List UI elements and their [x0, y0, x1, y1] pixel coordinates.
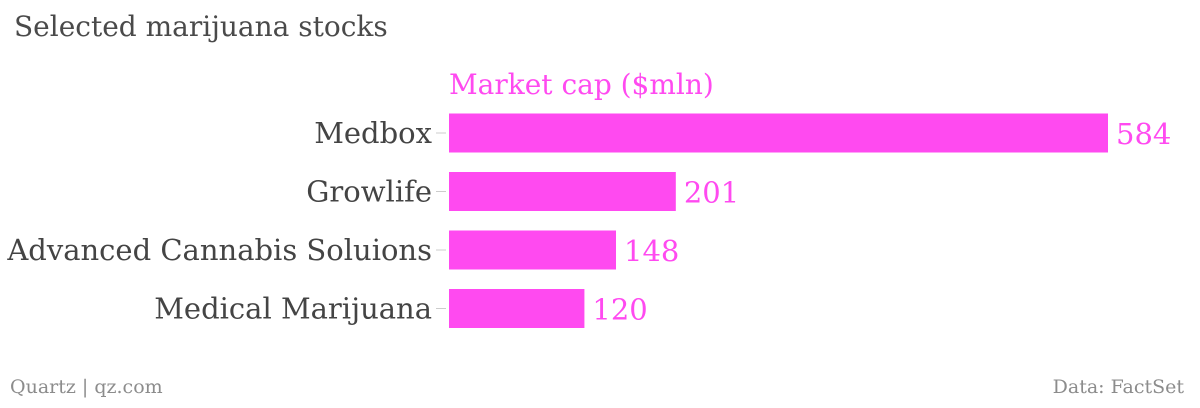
data-source: Data: FactSet	[1052, 376, 1184, 398]
category-label: Medical Marijuana	[154, 292, 432, 326]
bar	[449, 113, 1108, 153]
data-label: 584	[1116, 117, 1171, 151]
bar	[449, 289, 585, 328]
category-label: Advanced Cannabis Soluions	[6, 233, 432, 267]
category-label: Growlife	[306, 175, 432, 209]
bar	[449, 230, 617, 270]
data-label: 201	[684, 176, 739, 210]
data-label: 148	[624, 234, 679, 268]
series-title: Market cap ($mln)	[449, 68, 714, 101]
data-label: 120	[592, 293, 647, 327]
bar	[449, 172, 676, 211]
source-credit: Quartz | qz.com	[10, 376, 163, 398]
chart-title: Selected marijuana stocks	[14, 10, 388, 43]
category-label: Medbox	[314, 116, 432, 150]
